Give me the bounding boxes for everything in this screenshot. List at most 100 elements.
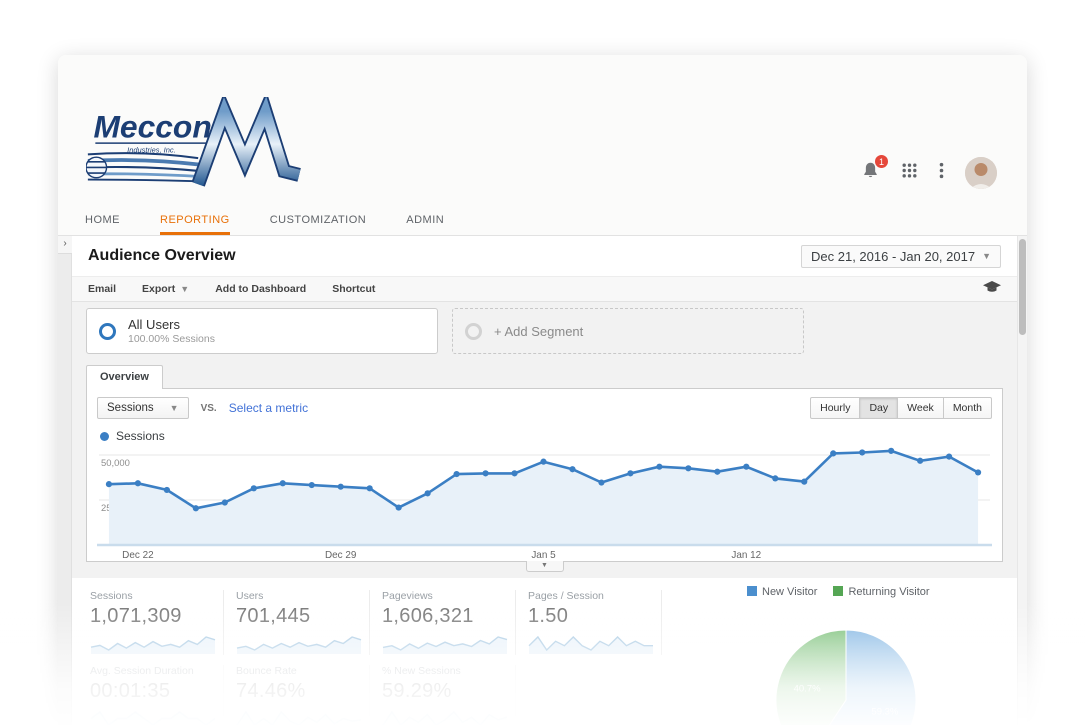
graduation-cap-icon bbox=[983, 281, 1001, 297]
scrollbar[interactable] bbox=[1017, 236, 1027, 725]
svg-text:50,000: 50,000 bbox=[101, 458, 130, 469]
granularity-month-button[interactable]: Month bbox=[942, 397, 992, 419]
nav-item-admin[interactable]: ADMIN bbox=[406, 214, 445, 226]
metric-card-pages-per-session: Pages / Session 1.50 bbox=[528, 590, 662, 655]
metric-card-bounce-rate: Bounce Rate 74.46% bbox=[236, 665, 370, 725]
sparkline bbox=[382, 710, 508, 725]
kebab-menu-icon bbox=[939, 162, 944, 184]
apps-grid-icon bbox=[901, 162, 918, 184]
metric-card-sessions: Sessions 1,071,309 bbox=[90, 590, 224, 655]
svg-text:40.7%: 40.7% bbox=[794, 683, 821, 694]
svg-text:Jan 5: Jan 5 bbox=[531, 550, 556, 561]
notifications-button[interactable]: 1 bbox=[861, 154, 889, 185]
granularity-week-button[interactable]: Week bbox=[897, 397, 944, 419]
metric-label[interactable]: Sessions bbox=[90, 590, 133, 602]
add-to-dashboard-button[interactable]: Add to Dashboard bbox=[215, 283, 307, 295]
metric-value: 59.29% bbox=[382, 680, 452, 702]
user-avatar[interactable] bbox=[965, 157, 997, 189]
segment-title: All Users bbox=[128, 317, 181, 332]
email-button[interactable]: Email bbox=[88, 283, 117, 295]
metric-value: 74.46% bbox=[236, 680, 306, 702]
svg-text:Dec 29: Dec 29 bbox=[325, 550, 357, 561]
chevron-down-icon: ▼ bbox=[541, 562, 548, 569]
visitor-pie-svg: 59.3% 40.7% bbox=[775, 629, 917, 725]
metric-card-pageviews: Pageviews 1,606,321 bbox=[382, 590, 516, 655]
chevron-right-icon: › bbox=[63, 238, 67, 249]
notification-badge: 1 bbox=[874, 154, 889, 169]
granularity-day-button[interactable]: Day bbox=[859, 397, 899, 419]
app-header: Meccon Industries, Inc. bbox=[58, 55, 1027, 205]
metric-label[interactable]: Users bbox=[236, 590, 264, 602]
tab-overview[interactable]: Overview bbox=[86, 365, 163, 389]
granularity-hourly-button[interactable]: Hourly bbox=[810, 397, 861, 419]
metrics-section: Sessions 1,071,309 Users 701,445 Pagevie… bbox=[72, 578, 1017, 725]
chevron-down-icon: ▼ bbox=[982, 251, 991, 261]
metric-label[interactable]: Bounce Rate bbox=[236, 665, 297, 677]
metric-card-users: Users 701,445 bbox=[236, 590, 370, 655]
select-a-metric-link[interactable]: Select a metric bbox=[228, 401, 309, 415]
pie-legend-new-visitor: New Visitor bbox=[747, 586, 817, 598]
logo-stripes bbox=[85, 152, 206, 183]
segment-ring-icon bbox=[99, 322, 116, 340]
chart-panel: Sessions ▼ VS. Select a metric Hourly Da… bbox=[86, 388, 1003, 562]
metric-value: 1,071,309 bbox=[90, 605, 182, 627]
metric-label[interactable]: Avg. Session Duration bbox=[90, 665, 194, 677]
svg-text:Dec 22: Dec 22 bbox=[122, 550, 154, 561]
collapsed-sidebar-rail: › bbox=[58, 236, 72, 725]
metric-select[interactable]: Sessions ▼ bbox=[97, 397, 189, 419]
page-title: Audience Overview bbox=[88, 247, 236, 264]
add-segment-button[interactable]: + Add Segment bbox=[452, 308, 804, 354]
chevron-down-icon: ▼ bbox=[169, 403, 179, 413]
metric-value: 701,445 bbox=[236, 605, 311, 627]
visitor-type-block: New Visitor Returning Visitor bbox=[747, 586, 997, 725]
apps-grid-button[interactable] bbox=[901, 162, 918, 184]
metric-label[interactable]: Pageviews bbox=[382, 590, 433, 602]
vs-label: VS. bbox=[200, 402, 217, 414]
shortcut-button[interactable]: Shortcut bbox=[332, 283, 376, 295]
add-segment-label: + Add Segment bbox=[494, 323, 584, 339]
segment-subtitle: 100.00% Sessions bbox=[128, 333, 215, 345]
sparkline bbox=[382, 636, 508, 654]
scrollbar-thumb[interactable] bbox=[1019, 239, 1026, 335]
granularity-group: Hourly Day Week Month bbox=[810, 397, 992, 419]
logo-wordmark: Meccon bbox=[93, 109, 211, 145]
date-range-selector[interactable]: Dec 21, 2016 - Jan 20, 2017 ▼ bbox=[801, 244, 1001, 268]
new-visitor-swatch-icon bbox=[747, 586, 757, 596]
main-nav: HOME REPORTING CUSTOMIZATION ADMIN bbox=[58, 205, 1027, 236]
metric-select-value: Sessions bbox=[107, 402, 154, 414]
metric-value: 1.50 bbox=[528, 605, 569, 627]
metric-label[interactable]: % New Sessions bbox=[382, 665, 461, 677]
intelligence-button[interactable] bbox=[983, 281, 1001, 297]
metric-value: 00:01:35 bbox=[90, 680, 171, 702]
pie-legend-returning-visitor: Returning Visitor bbox=[833, 586, 930, 598]
more-options-button[interactable] bbox=[939, 162, 944, 184]
nav-item-home[interactable]: HOME bbox=[85, 214, 120, 226]
metric-label[interactable]: Pages / Session bbox=[528, 590, 604, 602]
legend-dot-icon bbox=[100, 431, 109, 441]
returning-visitor-swatch-icon bbox=[833, 586, 844, 596]
logo-subtitle: Industries, Inc. bbox=[127, 145, 176, 154]
svg-text:59.3%: 59.3% bbox=[871, 707, 898, 718]
sparkline bbox=[90, 636, 216, 654]
logo-m-mark bbox=[191, 91, 301, 187]
app-window: Meccon Industries, Inc. bbox=[58, 55, 1027, 725]
metric-value: 1,606,321 bbox=[382, 605, 474, 627]
nav-item-customization[interactable]: CUSTOMIZATION bbox=[269, 214, 367, 226]
meccon-logo[interactable]: Meccon Industries, Inc. bbox=[85, 91, 301, 198]
segment-all-users[interactable]: All Users 100.00% Sessions bbox=[86, 308, 438, 354]
sparkline bbox=[236, 710, 362, 725]
expand-sidebar-button[interactable]: › bbox=[58, 236, 72, 254]
chevron-down-icon: ▼ bbox=[180, 284, 190, 294]
chart-legend-label: Sessions bbox=[116, 429, 165, 443]
collapse-chart-button[interactable]: ▼ bbox=[525, 561, 564, 572]
export-button[interactable]: Export ▼ bbox=[142, 283, 190, 295]
sparkline bbox=[90, 711, 216, 725]
svg-text:Jan 12: Jan 12 bbox=[731, 550, 761, 561]
sparkline bbox=[528, 635, 653, 654]
nav-item-reporting[interactable]: REPORTING bbox=[160, 205, 230, 235]
sparkline bbox=[236, 636, 362, 654]
bell-icon bbox=[861, 161, 880, 185]
metric-card-avg-session-duration: Avg. Session Duration 00:01:35 bbox=[90, 665, 224, 725]
add-segment-ring-icon bbox=[465, 322, 482, 340]
